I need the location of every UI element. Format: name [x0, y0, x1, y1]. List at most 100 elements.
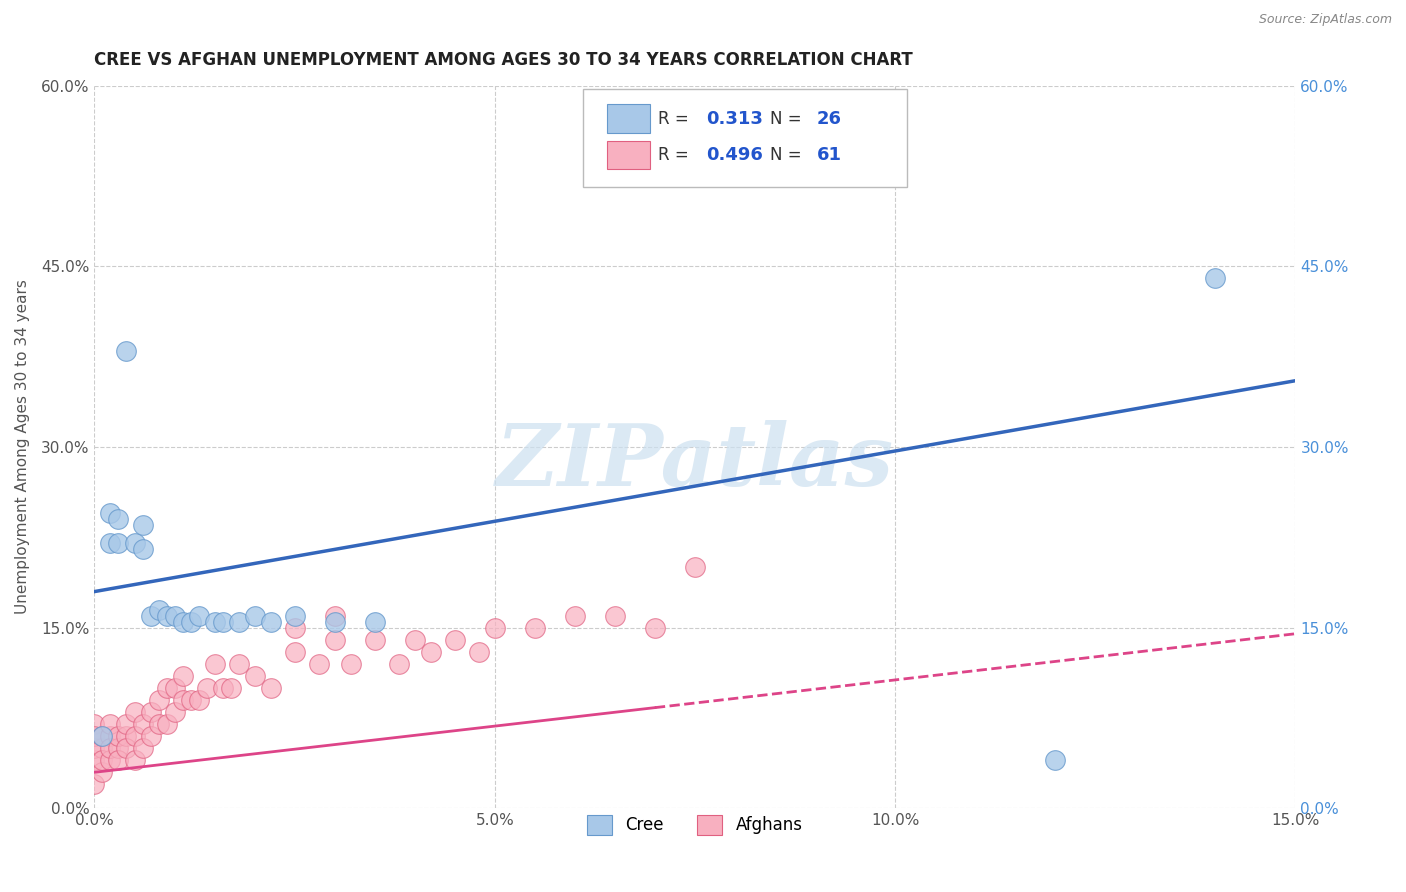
Y-axis label: Unemployment Among Ages 30 to 34 years: Unemployment Among Ages 30 to 34 years: [15, 279, 30, 615]
Point: [1204, 271, 1226, 285]
Point: [100, 717, 122, 731]
Point: [259, 615, 281, 629]
Text: R =: R =: [658, 110, 695, 128]
Point: [131, 518, 153, 533]
Point: [148, 602, 170, 616]
Point: [308, 657, 330, 671]
Text: 61: 61: [817, 146, 842, 164]
Point: [100, 753, 122, 767]
Point: [83, 717, 105, 731]
Text: ZIPatlas: ZIPatlas: [496, 420, 894, 503]
Legend: Cree, Afghans: Cree, Afghans: [579, 806, 811, 844]
Point: [180, 693, 202, 707]
Point: [139, 705, 162, 719]
Point: [259, 681, 281, 695]
Point: [124, 729, 146, 743]
Point: [219, 681, 242, 695]
Text: 0.313: 0.313: [706, 110, 762, 128]
Point: [644, 621, 666, 635]
Point: [243, 669, 266, 683]
Point: [323, 632, 346, 647]
Point: [124, 705, 146, 719]
Point: [148, 693, 170, 707]
Point: [115, 729, 138, 743]
Point: [1045, 753, 1067, 767]
Point: [115, 741, 138, 756]
Point: [155, 608, 177, 623]
Point: [195, 681, 218, 695]
Point: [187, 608, 209, 623]
Point: [172, 693, 194, 707]
Point: [187, 693, 209, 707]
Point: [204, 615, 226, 629]
Point: [564, 608, 586, 623]
Point: [339, 657, 361, 671]
Point: [284, 645, 307, 659]
Text: N =: N =: [770, 146, 807, 164]
Point: [388, 657, 411, 671]
Point: [155, 717, 177, 731]
Point: [443, 632, 465, 647]
Point: [107, 753, 129, 767]
Point: [107, 512, 129, 526]
Point: [91, 729, 114, 743]
Point: [364, 615, 387, 629]
Text: R =: R =: [658, 146, 695, 164]
Point: [91, 729, 114, 743]
Point: [484, 621, 506, 635]
Point: [284, 621, 307, 635]
Point: [100, 741, 122, 756]
Text: N =: N =: [770, 110, 807, 128]
Point: [603, 608, 626, 623]
Point: [115, 343, 138, 358]
Point: [204, 657, 226, 671]
Point: [323, 608, 346, 623]
Point: [163, 681, 186, 695]
Point: [172, 669, 194, 683]
Text: CREE VS AFGHAN UNEMPLOYMENT AMONG AGES 30 TO 34 YEARS CORRELATION CHART: CREE VS AFGHAN UNEMPLOYMENT AMONG AGES 3…: [94, 51, 914, 69]
Point: [91, 765, 114, 780]
Point: [100, 536, 122, 550]
Point: [211, 615, 233, 629]
Point: [228, 657, 250, 671]
Point: [100, 729, 122, 743]
Text: 0.496: 0.496: [706, 146, 762, 164]
Point: [323, 615, 346, 629]
Point: [139, 729, 162, 743]
Point: [172, 615, 194, 629]
Point: [91, 741, 114, 756]
Point: [243, 608, 266, 623]
Point: [211, 681, 233, 695]
Point: [83, 729, 105, 743]
Point: [148, 717, 170, 731]
Point: [124, 753, 146, 767]
Point: [131, 717, 153, 731]
Point: [83, 753, 105, 767]
Point: [284, 608, 307, 623]
Point: [683, 560, 706, 574]
Point: [163, 705, 186, 719]
Point: [100, 506, 122, 520]
Text: 26: 26: [817, 110, 842, 128]
Point: [419, 645, 441, 659]
Point: [131, 542, 153, 557]
Point: [115, 717, 138, 731]
Point: [139, 608, 162, 623]
Text: Source: ZipAtlas.com: Source: ZipAtlas.com: [1258, 13, 1392, 27]
Point: [107, 536, 129, 550]
Point: [107, 741, 129, 756]
Point: [228, 615, 250, 629]
Point: [124, 536, 146, 550]
Point: [91, 753, 114, 767]
Point: [155, 681, 177, 695]
Point: [83, 741, 105, 756]
Point: [163, 608, 186, 623]
Point: [523, 621, 546, 635]
Point: [180, 615, 202, 629]
Point: [107, 729, 129, 743]
Point: [364, 632, 387, 647]
Point: [404, 632, 426, 647]
Point: [468, 645, 491, 659]
Point: [131, 741, 153, 756]
Point: [83, 777, 105, 791]
